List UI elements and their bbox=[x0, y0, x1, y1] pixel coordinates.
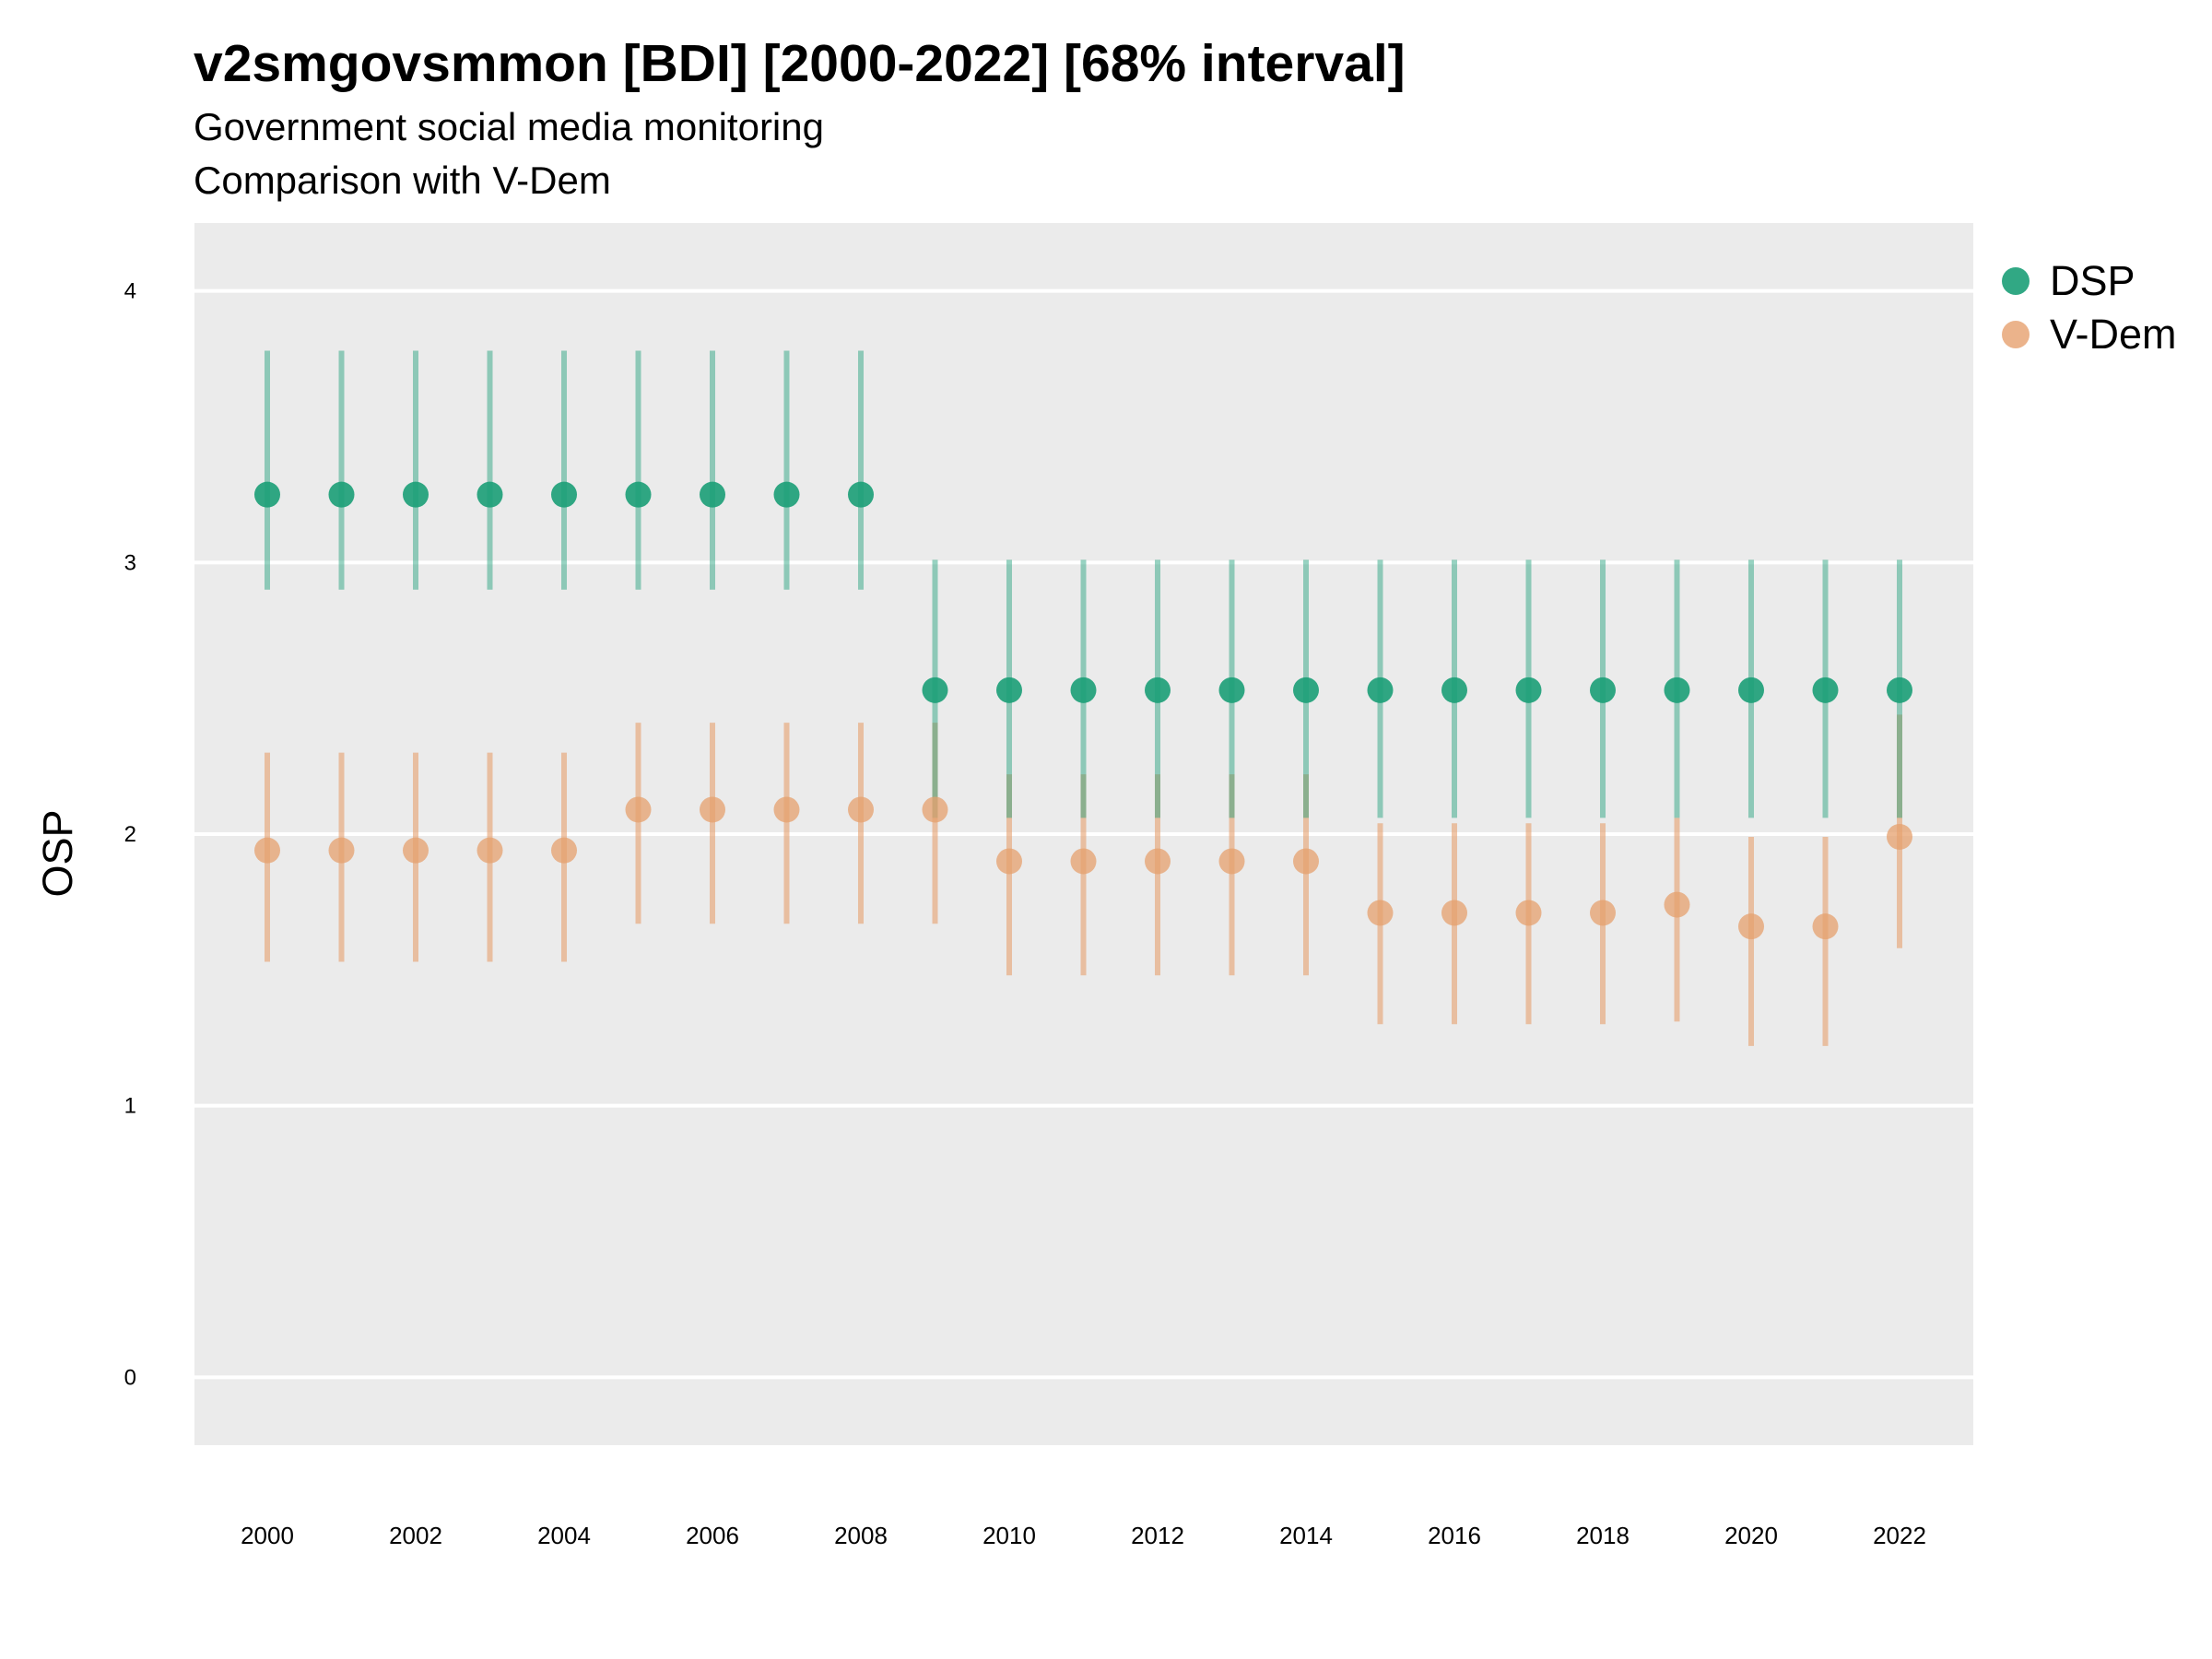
x-tick-label: 2016 bbox=[1428, 1522, 1481, 1549]
y-tick-label: 0 bbox=[124, 1365, 136, 1390]
point-dsp bbox=[1070, 677, 1097, 703]
point-v-dem bbox=[996, 848, 1022, 875]
point-dsp bbox=[1590, 677, 1616, 703]
point-v-dem bbox=[1218, 848, 1245, 875]
point-dsp bbox=[1367, 677, 1394, 703]
point-dsp bbox=[1441, 677, 1467, 703]
y-tick-labels: 0 1 2 3 4 bbox=[124, 279, 136, 1391]
x-tick-label: 2022 bbox=[1873, 1522, 1926, 1549]
x-tick-label: 2012 bbox=[1131, 1522, 1184, 1549]
point-dsp bbox=[1738, 677, 1764, 703]
x-tick-label: 2006 bbox=[686, 1522, 739, 1549]
x-tick-label: 2008 bbox=[834, 1522, 888, 1549]
point-v-dem bbox=[1887, 823, 1912, 850]
legend-item-dsp: DSP bbox=[2002, 254, 2177, 308]
point-dsp bbox=[1812, 677, 1839, 703]
point-v-dem bbox=[1441, 900, 1467, 926]
point-dsp bbox=[551, 481, 577, 508]
point-v-dem bbox=[848, 796, 874, 823]
y-tick-label: 1 bbox=[124, 1094, 136, 1119]
x-tick-label: 2020 bbox=[1724, 1522, 1778, 1549]
point-v-dem bbox=[328, 837, 355, 864]
x-tick-label: 2014 bbox=[1279, 1522, 1333, 1549]
point-v-dem bbox=[625, 796, 652, 823]
x-tick-labels: 2000 2002 2004 2006 2008 2010 2012 2014 2016 2018… bbox=[241, 1522, 1926, 1549]
y-axis-label: OSP bbox=[34, 809, 81, 897]
point-v-dem bbox=[1664, 891, 1690, 918]
point-dsp bbox=[1293, 677, 1319, 703]
point-v-dem bbox=[1293, 848, 1319, 875]
point-dsp bbox=[700, 481, 725, 508]
point-dsp bbox=[254, 481, 280, 508]
point-dsp bbox=[625, 481, 652, 508]
point-dsp bbox=[328, 481, 355, 508]
point-v-dem bbox=[773, 796, 800, 823]
point-v-dem bbox=[1590, 900, 1616, 926]
legend-label-vdem: V-Dem bbox=[2050, 311, 2177, 358]
y-tick-label: 3 bbox=[124, 550, 136, 575]
point-v-dem bbox=[700, 796, 725, 823]
point-v-dem bbox=[254, 837, 280, 864]
data-points bbox=[254, 481, 1912, 940]
point-v-dem bbox=[1738, 913, 1764, 940]
point-v-dem bbox=[922, 796, 948, 823]
legend-item-vdem: V-Dem bbox=[2002, 308, 2177, 361]
point-dsp bbox=[1515, 677, 1542, 703]
point-dsp bbox=[477, 481, 503, 508]
x-tick-label: 2010 bbox=[982, 1522, 1036, 1549]
legend-key-vdem bbox=[2002, 321, 2030, 348]
point-v-dem bbox=[1515, 900, 1542, 926]
y-tick-label: 4 bbox=[124, 279, 136, 304]
point-dsp bbox=[1218, 677, 1245, 703]
x-tick-label: 2018 bbox=[1576, 1522, 1630, 1549]
x-tick-label: 2000 bbox=[241, 1522, 294, 1549]
x-tick-label: 2004 bbox=[537, 1522, 591, 1549]
point-v-dem bbox=[1812, 913, 1839, 940]
point-dsp bbox=[996, 677, 1022, 703]
y-tick-label: 2 bbox=[124, 822, 136, 847]
point-dsp bbox=[922, 677, 948, 703]
point-v-dem bbox=[1367, 900, 1394, 926]
point-dsp bbox=[1145, 677, 1171, 703]
point-dsp bbox=[848, 481, 874, 508]
point-v-dem bbox=[551, 837, 577, 864]
legend: DSP V-Dem bbox=[2002, 254, 2177, 361]
point-dsp bbox=[1664, 677, 1690, 703]
point-dsp bbox=[1887, 677, 1912, 703]
point-dsp bbox=[403, 481, 429, 508]
point-v-dem bbox=[403, 837, 429, 864]
x-tick-label: 2002 bbox=[389, 1522, 442, 1549]
point-v-dem bbox=[477, 837, 503, 864]
point-v-dem bbox=[1145, 848, 1171, 875]
chart-subtitle: Government social media monitoring bbox=[194, 105, 824, 148]
chart-title: v2smgovsmmon [BDI] [2000-2022] [68% inte… bbox=[194, 34, 1406, 93]
point-v-dem bbox=[1070, 848, 1097, 875]
legend-key-dsp bbox=[2002, 267, 2030, 295]
chart-caption: Comparison with V-Dem bbox=[194, 159, 611, 202]
point-dsp bbox=[773, 481, 800, 508]
legend-label-dsp: DSP bbox=[2050, 257, 2136, 304]
